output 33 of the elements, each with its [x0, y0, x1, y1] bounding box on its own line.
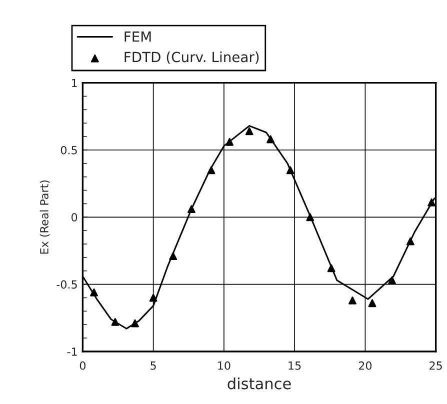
x-tick-label: 0 — [80, 361, 86, 370]
point — [207, 166, 216, 174]
point — [348, 296, 356, 304]
y-tick-label: 1 — [72, 78, 77, 88]
x-axis-title: distance — [228, 378, 291, 390]
x-tick-label: 5 — [150, 362, 156, 370]
y-tick-label: -1 — [67, 348, 77, 356]
point — [266, 135, 275, 144]
point — [90, 288, 98, 296]
point — [245, 127, 254, 136]
point — [327, 264, 336, 272]
x-tick-label: 20 — [358, 361, 372, 370]
point — [226, 138, 234, 146]
x-tick-label: 10 — [218, 361, 230, 370]
x-tick-label: 25 — [430, 361, 442, 370]
point — [111, 318, 120, 326]
point — [406, 237, 414, 246]
point — [428, 198, 436, 206]
point — [368, 299, 376, 308]
point — [188, 205, 196, 214]
legend-label: FEM — [124, 32, 151, 42]
y-tick-label: 0.5 — [60, 146, 77, 154]
x-tick-label: 15 — [288, 362, 301, 370]
y-axis-title: Ex (Real Part) — [40, 180, 50, 254]
y-tick-label: 0 — [71, 213, 78, 222]
point — [388, 276, 396, 284]
legend-label: FDTD (Curv. Linear) — [124, 52, 259, 64]
point — [169, 252, 178, 260]
y-tick-label: -0.5 — [56, 280, 77, 289]
point — [149, 294, 158, 302]
point — [286, 166, 294, 174]
point — [306, 213, 314, 222]
point — [131, 319, 139, 328]
